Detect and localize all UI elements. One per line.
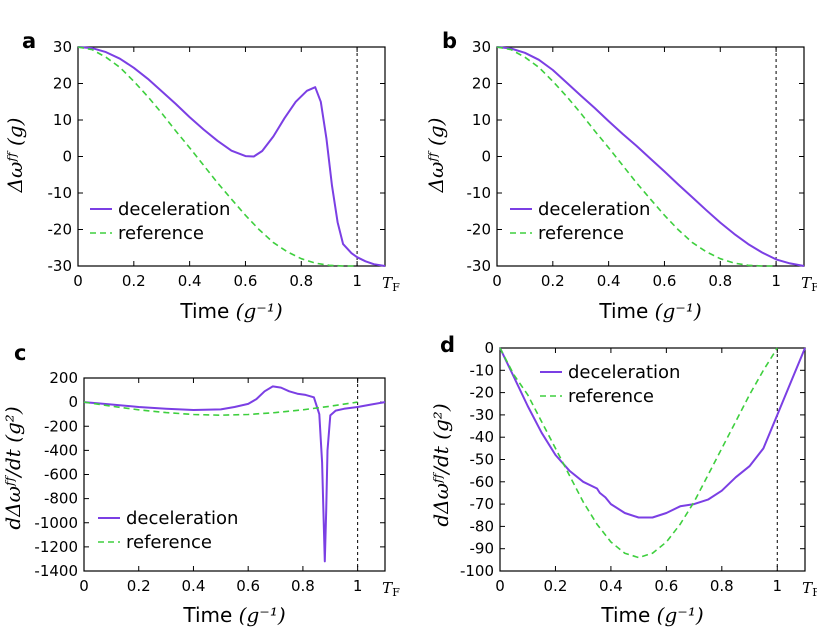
x-tick-label: 0.6 (653, 272, 677, 290)
y-tick-label: -10 (48, 184, 73, 202)
x-tick-label: 1 (772, 577, 782, 595)
y-axis-label: Δωᶠᶠ (g) (424, 118, 448, 194)
tf-tick-label: TF (382, 274, 400, 294)
y-tick-label: -60 (470, 473, 495, 491)
x-tick-label: 0.8 (291, 577, 315, 595)
x-axis-label: Time (g⁻¹) (179, 299, 282, 323)
legend-label-reference: reference (118, 223, 204, 244)
series-line-deceleration (499, 347, 806, 519)
x-tick-label: 1 (353, 577, 363, 595)
legend-label-reference: reference (126, 532, 212, 553)
y-tick-label: -1400 (34, 562, 78, 580)
y-tick-label: 0 (62, 148, 72, 166)
x-tick-label: 0 (492, 272, 502, 290)
y-tick-label: -200 (44, 417, 78, 435)
legend-label-deceleration: deceleration (538, 199, 650, 220)
panel-b: 0 0.2 0.4 0.6 0.8 1 TF -30 -20 -10 0 10 20 30 decelera… (424, 29, 817, 323)
x-tick-label: 0.4 (178, 272, 202, 290)
series-line-deceleration (496, 46, 805, 267)
y-tick-label: -1000 (34, 514, 78, 532)
y-tick-label: -600 (44, 466, 78, 484)
y-tick-label: 200 (49, 369, 78, 387)
y-tick-label: -400 (44, 441, 78, 459)
y-axis-label: dΔωᶠᶠ/dt (g²) (1, 406, 25, 529)
x-axis-label: Time (g⁻¹) (600, 603, 703, 627)
y-tick-label: -40 (470, 428, 495, 446)
legend-label-deceleration: deceleration (126, 508, 238, 529)
series-line-reference (77, 46, 358, 267)
y-tick-label: 0 (68, 393, 78, 411)
series-line-reference (496, 46, 777, 267)
panel-letter: c (14, 341, 26, 365)
x-tick-label: 0.6 (654, 577, 678, 595)
x-axis-label: Time (g⁻¹) (598, 299, 701, 323)
y-tick-label: -10 (470, 361, 495, 379)
x-tick-label: 0.2 (544, 577, 568, 595)
x-tick-label: 0.8 (289, 272, 313, 290)
x-tick-label: 0 (79, 577, 89, 595)
y-tick-label: 30 (472, 38, 491, 56)
y-tick-label: 30 (53, 38, 72, 56)
x-tick-label: 0.2 (127, 577, 151, 595)
panel-d: 0 0.2 0.4 0.6 0.8 1 TF-100-90-80-70-60-50-40-3… (429, 333, 817, 627)
x-tick-label: 0.6 (234, 272, 258, 290)
y-tick-label: 0 (484, 339, 494, 357)
y-tick-label: -1200 (34, 538, 78, 556)
y-tick-label: -50 (470, 451, 495, 469)
y-tick-label: -30 (48, 257, 73, 275)
x-tick-label: 1 (771, 272, 781, 290)
legend-label-deceleration: deceleration (568, 362, 680, 383)
legend-label-deceleration: deceleration (118, 199, 230, 220)
series-line-reference (499, 347, 778, 559)
x-tick-label: 0.6 (236, 577, 260, 595)
x-tick-label: 0.4 (599, 577, 623, 595)
y-tick-label: 10 (472, 111, 491, 129)
y-tick-label: 20 (472, 75, 491, 93)
y-tick-label: -800 (44, 490, 78, 508)
y-tick-label: -20 (467, 221, 492, 239)
tf-tick-label: TF (802, 579, 817, 599)
x-tick-label: 0.2 (122, 272, 146, 290)
y-tick-label: -10 (467, 184, 492, 202)
x-tick-label: 0.4 (182, 577, 206, 595)
x-tick-label: 0.4 (597, 272, 621, 290)
y-tick-label: -90 (470, 540, 495, 558)
y-tick-label: -100 (460, 562, 494, 580)
panel-letter: d (440, 333, 455, 357)
y-tick-label: 0 (481, 148, 491, 166)
panel-letter: a (22, 29, 36, 53)
legend-label-reference: reference (538, 223, 624, 244)
series-line-deceleration (77, 46, 386, 267)
y-axis-label: Δωᶠᶠ (g) (3, 118, 27, 194)
y-tick-label: -70 (470, 495, 495, 513)
y-tick-label: -20 (48, 221, 73, 239)
panel-a: 0 0.2 0.4 0.6 0.8 1 TF -30 -20 -10 0 10 20 30 decelera… (3, 29, 400, 323)
x-tick-label: 0.2 (541, 272, 565, 290)
panel-c: 0 0.2 0.4 0.6 0.8 1 TF -1400 -1200 -1000 -800 -600 -… (1, 341, 400, 627)
x-tick-label: 0.8 (710, 577, 734, 595)
legend-label-reference: reference (568, 386, 654, 407)
tf-tick-label: TF (382, 579, 400, 599)
x-tick-label: 0.8 (708, 272, 732, 290)
x-tick-label: 0 (495, 577, 505, 595)
x-tick-label: 1 (352, 272, 362, 290)
y-tick-label: 20 (53, 75, 72, 93)
panel-letter: b (442, 29, 457, 53)
y-axis-label: dΔωᶠᶠ/dt (g²) (429, 403, 453, 526)
y-tick-label: -30 (467, 257, 492, 275)
y-tick-label: -20 (470, 384, 495, 402)
tf-tick-label: TF (801, 274, 817, 294)
y-tick-label: 10 (53, 111, 72, 129)
x-tick-label: 0 (73, 272, 83, 290)
series-line-deceleration (83, 385, 386, 563)
y-tick-label: -30 (470, 406, 495, 424)
y-tick-label: -80 (470, 517, 495, 535)
x-axis-label: Time (g⁻¹) (182, 603, 285, 627)
